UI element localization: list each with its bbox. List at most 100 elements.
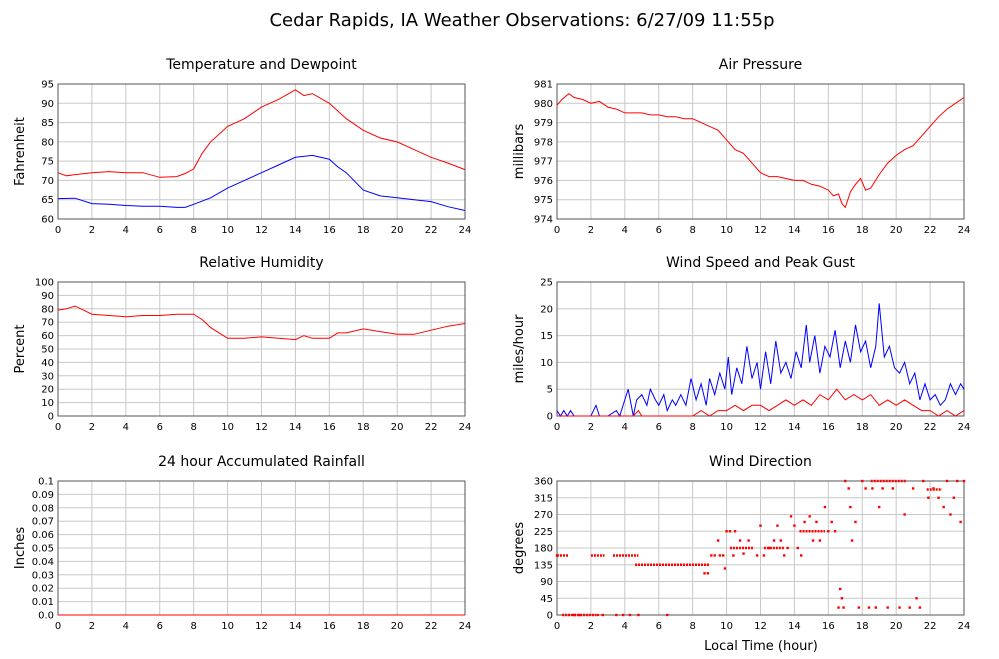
scatter-point	[706, 572, 710, 575]
y-tick-label: 978	[534, 137, 553, 148]
scatter-point	[854, 520, 857, 524]
y-tick-label: 60	[41, 215, 54, 226]
x-tick-label: 2	[588, 225, 594, 236]
y-tick-label: 974	[534, 215, 553, 226]
y-tick-label: 0.05	[32, 544, 54, 555]
scatter-point	[666, 613, 669, 617]
scatter-point	[759, 524, 762, 527]
x-tick-label: 10	[221, 225, 234, 236]
scatter-point	[728, 530, 732, 533]
scatter-point	[844, 479, 847, 483]
y-axis-label: Inches	[13, 527, 28, 569]
x-tick-label: 0	[554, 621, 560, 632]
scatter-point	[839, 587, 842, 591]
x-tick-label: 12	[255, 621, 268, 632]
scatter-point	[962, 479, 966, 483]
x-tick-label: 24	[459, 422, 472, 433]
scatter-point	[742, 552, 745, 555]
y-tick-label: 5	[547, 385, 553, 396]
y-tick-label: 10	[540, 358, 553, 369]
y-tick-label: 90	[41, 291, 54, 302]
scatter-point	[796, 546, 800, 550]
x-tick-label: 20	[391, 225, 404, 236]
series-line-temp-1	[57, 154, 466, 211]
y-tick-label: 360	[534, 477, 553, 488]
x-tick-label: 14	[788, 621, 801, 632]
x-tick-label: 20	[391, 621, 404, 632]
y-axis-label: degrees	[512, 522, 527, 575]
x-tick-label: 10	[221, 621, 234, 632]
scatter-point	[628, 613, 632, 617]
page-title: Cedar Rapids, IA Weather Observations: 6…	[269, 10, 774, 31]
scatter-point	[621, 613, 625, 617]
y-tick-label: 135	[534, 560, 553, 571]
x-tick-label: 16	[822, 621, 835, 632]
scatter-point	[847, 487, 850, 490]
x-tick-label: 20	[890, 422, 903, 433]
x-tick-label: 16	[822, 225, 835, 236]
scatter-point	[808, 515, 811, 518]
x-tick-label: 14	[788, 225, 801, 236]
y-axis-label: millibars	[512, 124, 527, 180]
y-tick-label: 25	[540, 278, 553, 289]
x-tick-label: 8	[689, 621, 695, 632]
plot-frame	[556, 480, 965, 616]
x-tick-label: 16	[822, 422, 835, 433]
x-tick-label: 6	[656, 621, 662, 632]
x-tick-label: 14	[788, 422, 801, 433]
scatter-point	[942, 505, 945, 509]
y-axis-label: miles/hour	[512, 314, 527, 383]
x-tick-label: 12	[754, 621, 767, 632]
y-tick-label: 15	[540, 331, 553, 342]
scatter-point	[842, 606, 845, 609]
scatter-point	[723, 567, 727, 570]
x-tick-label: 0	[55, 422, 61, 433]
x-tick-label: 24	[459, 225, 472, 236]
scatter-point	[601, 613, 604, 617]
scatter-point	[789, 515, 793, 518]
scatter-point	[850, 539, 854, 542]
scatter-point	[886, 606, 889, 609]
x-tick-label: 16	[323, 621, 336, 632]
scatter-point	[725, 530, 728, 533]
x-tick-label: 14	[289, 225, 302, 236]
y-tick-label: 100	[35, 278, 54, 289]
chart-title: Wind Speed and Peak Gust	[666, 255, 855, 271]
y-tick-label: 70	[41, 318, 54, 329]
scatter-point	[783, 554, 786, 557]
series-line-pressure-0	[556, 92, 965, 209]
scatter-point	[637, 613, 640, 617]
x-tick-label: 4	[123, 225, 129, 236]
x-tick-label: 10	[221, 422, 234, 433]
x-tick-label: 6	[157, 422, 163, 433]
x-tick-label: 4	[622, 621, 628, 632]
scatter-point	[800, 554, 803, 557]
chart-title: Temperature and Dewpoint	[165, 57, 357, 73]
x-tick-label: 18	[357, 621, 370, 632]
y-tick-label: 95	[41, 80, 54, 91]
x-tick-label: 24	[958, 225, 971, 236]
y-tick-label: 0.03	[32, 570, 54, 581]
x-tick-label: 24	[459, 621, 472, 632]
x-tick-label: 18	[856, 225, 869, 236]
y-tick-label: 75	[41, 157, 54, 168]
x-tick-label: 16	[323, 225, 336, 236]
y-axis-label: Fahrenheit	[13, 117, 28, 186]
chart-title: Wind Direction	[709, 454, 812, 470]
y-tick-label: 0.01	[32, 597, 54, 608]
scatter-point	[871, 487, 874, 490]
y-tick-label: 981	[534, 80, 553, 91]
x-tick-label: 6	[157, 621, 163, 632]
scatter-point	[903, 513, 906, 516]
scatter-point	[959, 520, 962, 524]
x-tick-label: 12	[255, 225, 268, 236]
y-tick-label: 80	[41, 137, 54, 148]
scatter-point	[949, 513, 952, 516]
scatter-point	[596, 613, 599, 617]
y-tick-label: 225	[534, 527, 553, 538]
x-tick-label: 12	[754, 422, 767, 433]
scatter-point	[937, 496, 940, 499]
scatter-point	[908, 606, 911, 609]
x-tick-label: 2	[588, 621, 594, 632]
